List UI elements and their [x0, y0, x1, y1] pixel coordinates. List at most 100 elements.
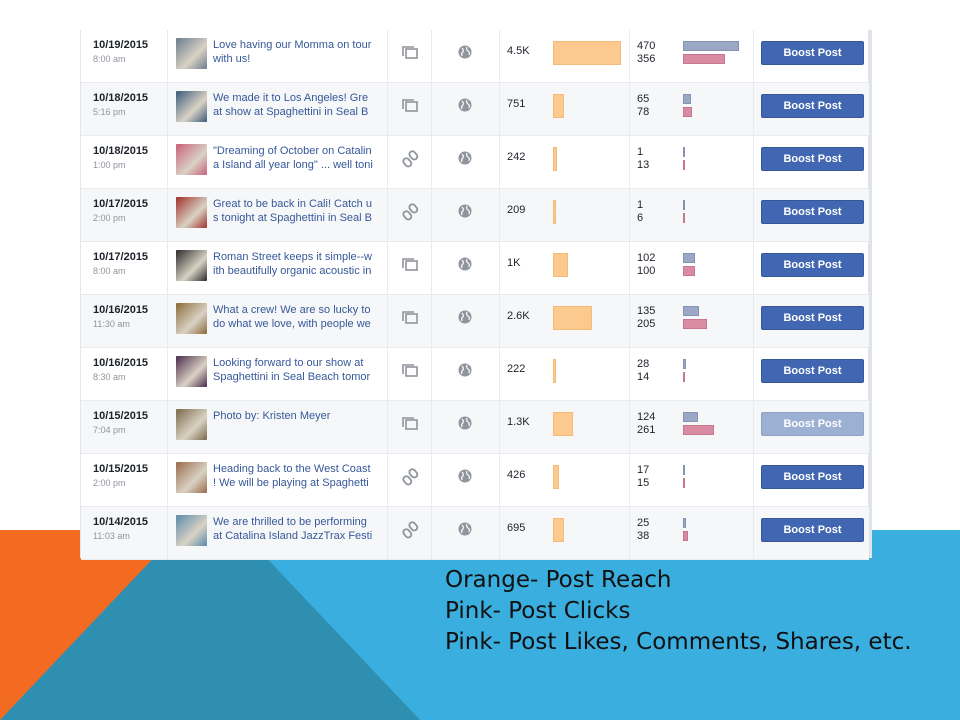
post-thumbnail[interactable]: [176, 303, 207, 334]
column-divider: [753, 83, 754, 135]
post-text-line: Great to be back in Cali! Catch u: [213, 198, 372, 210]
column-divider: [499, 401, 500, 453]
post-time: 8:00 am: [93, 266, 126, 276]
post-text-link[interactable]: We are thrilled to be performing at Catal…: [213, 515, 383, 543]
post-text-link[interactable]: Roman Street keeps it simple--w ith beaut…: [213, 250, 383, 278]
table-row[interactable]: 10/15/2015 7:04 pm Photo by: Kristen Meyer…: [81, 401, 869, 454]
clicks-bar: [683, 465, 685, 475]
table-row[interactable]: 10/17/2015 8:00 am Roman Street keeps it s…: [81, 242, 869, 295]
boost-post-button[interactable]: Boost Post: [761, 200, 864, 224]
table-row[interactable]: 10/16/2015 11:30 am What a crew! We are so…: [81, 295, 869, 348]
post-likes-value: 356: [637, 53, 656, 65]
reach-bar: [553, 465, 559, 489]
post-likes-value: 6: [637, 212, 644, 224]
post-thumbnail[interactable]: [176, 462, 207, 493]
post-thumbnail[interactable]: [176, 515, 207, 546]
table-row[interactable]: 10/18/2015 1:00 pm "Dreaming of October on…: [81, 136, 869, 189]
post-thumbnail[interactable]: [176, 409, 207, 440]
column-divider: [629, 454, 630, 506]
reach-bar: [553, 41, 621, 65]
post-text-link[interactable]: We made it to Los Angeles! Gre at show at…: [213, 91, 383, 119]
post-time: 5:16 pm: [93, 107, 126, 117]
post-text-link[interactable]: Great to be back in Cali! Catch u s tonig…: [213, 197, 383, 225]
reach-bar: [553, 306, 592, 330]
globe-icon: [457, 309, 473, 325]
legend: Orange- Post Reach Pink- Post Clicks Pin…: [445, 565, 912, 658]
boost-post-button[interactable]: Boost Post: [761, 94, 864, 118]
post-text-line: Photo by: Kristen Meyer: [213, 410, 331, 422]
boost-post-button[interactable]: Boost Post: [761, 465, 864, 489]
boost-post-button[interactable]: Boost Post: [761, 306, 864, 330]
post-likes-value: 13: [637, 159, 650, 171]
column-divider: [753, 401, 754, 453]
column-divider: [499, 454, 500, 506]
engagement-values: 470 356: [637, 40, 655, 66]
table-row[interactable]: 10/17/2015 2:00 pm Great to be back in Cal…: [81, 189, 869, 242]
column-divider: [753, 348, 754, 400]
post-text-link[interactable]: Looking forward to our show at Spaghettin…: [213, 356, 383, 384]
engagement-values: 102 100: [637, 252, 655, 278]
globe-icon: [457, 468, 473, 484]
post-text-line: What a crew! We are so lucky to: [213, 304, 371, 316]
link-icon: [401, 203, 419, 221]
post-text-line: We made it to Los Angeles! Gre: [213, 92, 369, 104]
column-divider: [431, 454, 432, 506]
clicks-bar: [683, 200, 685, 210]
engagement-values: 28 14: [637, 358, 649, 384]
column-divider: [499, 30, 500, 82]
table-row[interactable]: 10/19/2015 8:00 am Love having our Momma o…: [81, 30, 869, 83]
column-divider: [499, 295, 500, 347]
boost-post-button[interactable]: Boost Post: [761, 41, 864, 65]
table-row[interactable]: 10/14/2015 11:03 am We are thrilled to be …: [81, 507, 869, 560]
post-thumbnail[interactable]: [176, 38, 207, 69]
column-divider: [753, 242, 754, 294]
post-thumbnail[interactable]: [176, 144, 207, 175]
column-divider: [387, 507, 388, 559]
column-divider: [167, 295, 168, 347]
post-text-link[interactable]: What a crew! We are so lucky to do what w…: [213, 303, 383, 331]
post-likes-value: 78: [637, 106, 650, 118]
clicks-bar: [683, 41, 739, 51]
boost-post-button[interactable]: Boost Post: [761, 359, 864, 383]
table-row[interactable]: 10/15/2015 2:00 pm Heading back to the Wes…: [81, 454, 869, 507]
post-text-link[interactable]: "Dreaming of October on Catalin a Island …: [213, 144, 383, 172]
column-divider: [629, 136, 630, 188]
column-divider: [387, 401, 388, 453]
boost-post-button[interactable]: Boost Post: [761, 147, 864, 171]
column-divider: [629, 189, 630, 241]
column-divider: [629, 401, 630, 453]
post-thumbnail[interactable]: [176, 197, 207, 228]
reach-bar: [553, 518, 564, 542]
globe-icon: [457, 150, 473, 166]
column-divider: [753, 454, 754, 506]
teal-shape: [0, 530, 420, 720]
column-divider: [499, 189, 500, 241]
post-text-link[interactable]: Photo by: Kristen Meyer: [213, 409, 383, 423]
table-row[interactable]: 10/18/2015 5:16 pm We made it to Los Angel…: [81, 83, 869, 136]
photo-album-icon: [401, 44, 419, 62]
globe-icon: [457, 256, 473, 272]
boost-post-button[interactable]: Boost Post: [761, 518, 864, 542]
post-thumbnail[interactable]: [176, 91, 207, 122]
boost-post-button[interactable]: Boost Post: [761, 253, 864, 277]
column-divider: [167, 401, 168, 453]
post-time: 1:00 pm: [93, 160, 126, 170]
post-thumbnail[interactable]: [176, 356, 207, 387]
legend-reach: Orange- Post Reach: [445, 567, 672, 593]
photo-album-icon: [401, 256, 419, 274]
boost-post-button[interactable]: Boost Post: [761, 412, 864, 436]
reach-bar: [553, 253, 568, 277]
post-clicks-value: 1: [637, 199, 644, 211]
post-reach-value: 1K: [507, 257, 521, 269]
post-thumbnail[interactable]: [176, 250, 207, 281]
post-text-link[interactable]: Love having our Momma on tour with us!: [213, 38, 383, 66]
post-reach-value: 695: [507, 522, 526, 534]
engagement-values: 124 261: [637, 411, 655, 437]
table-row[interactable]: 10/16/2015 8:30 am Looking forward to our …: [81, 348, 869, 401]
column-divider: [499, 348, 500, 400]
post-text-link[interactable]: Heading back to the West Coast ! We will …: [213, 462, 383, 490]
post-text-line: Love having our Momma on tour: [213, 39, 372, 51]
post-text-line: s tonight at Spaghettini in Seal B: [213, 212, 372, 224]
post-likes-value: 14: [637, 371, 650, 383]
